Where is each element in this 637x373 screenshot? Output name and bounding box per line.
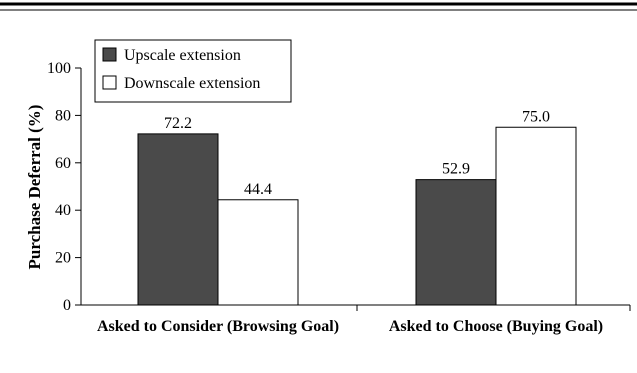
data-label-downscale-1: 75.0 [522,108,550,125]
y-axis-label: Purchase Deferral (%) [25,105,44,270]
bar-downscale-0 [217,199,299,306]
legend-swatch-upscale [102,47,117,62]
category-label-1: Asked to Choose (Buying Goal) [389,318,603,335]
plot-area: 0 20 40 60 80 100 72.2 52.9 44.4 75.0 Asked to Con… [47,60,631,335]
legend: Upscale extension Downscale extension [94,39,292,103]
bar-upscale-0 [137,133,219,306]
y-tick-label-0: 0 [63,297,71,314]
data-label-downscale-0: 44.4 [244,181,272,198]
y-tick-label-40: 40 [55,202,71,219]
legend-swatch-downscale [102,75,117,90]
legend-label-downscale: Downscale extension [124,75,260,92]
y-tick-label-80: 80 [55,107,71,124]
data-label-upscale-1: 52.9 [442,161,470,178]
bar-downscale-1 [495,126,577,306]
y-tick-label-60: 60 [55,155,71,172]
legend-label-upscale: Upscale extension [124,47,241,64]
bar-upscale-1 [415,179,497,306]
category-label-0: Asked to Consider (Browsing Goal) [97,318,339,335]
y-tick-label-20: 20 [55,250,71,267]
data-label-upscale-0: 72.2 [164,115,192,132]
y-tick-label-100: 100 [47,60,71,77]
legend-box [94,39,292,103]
